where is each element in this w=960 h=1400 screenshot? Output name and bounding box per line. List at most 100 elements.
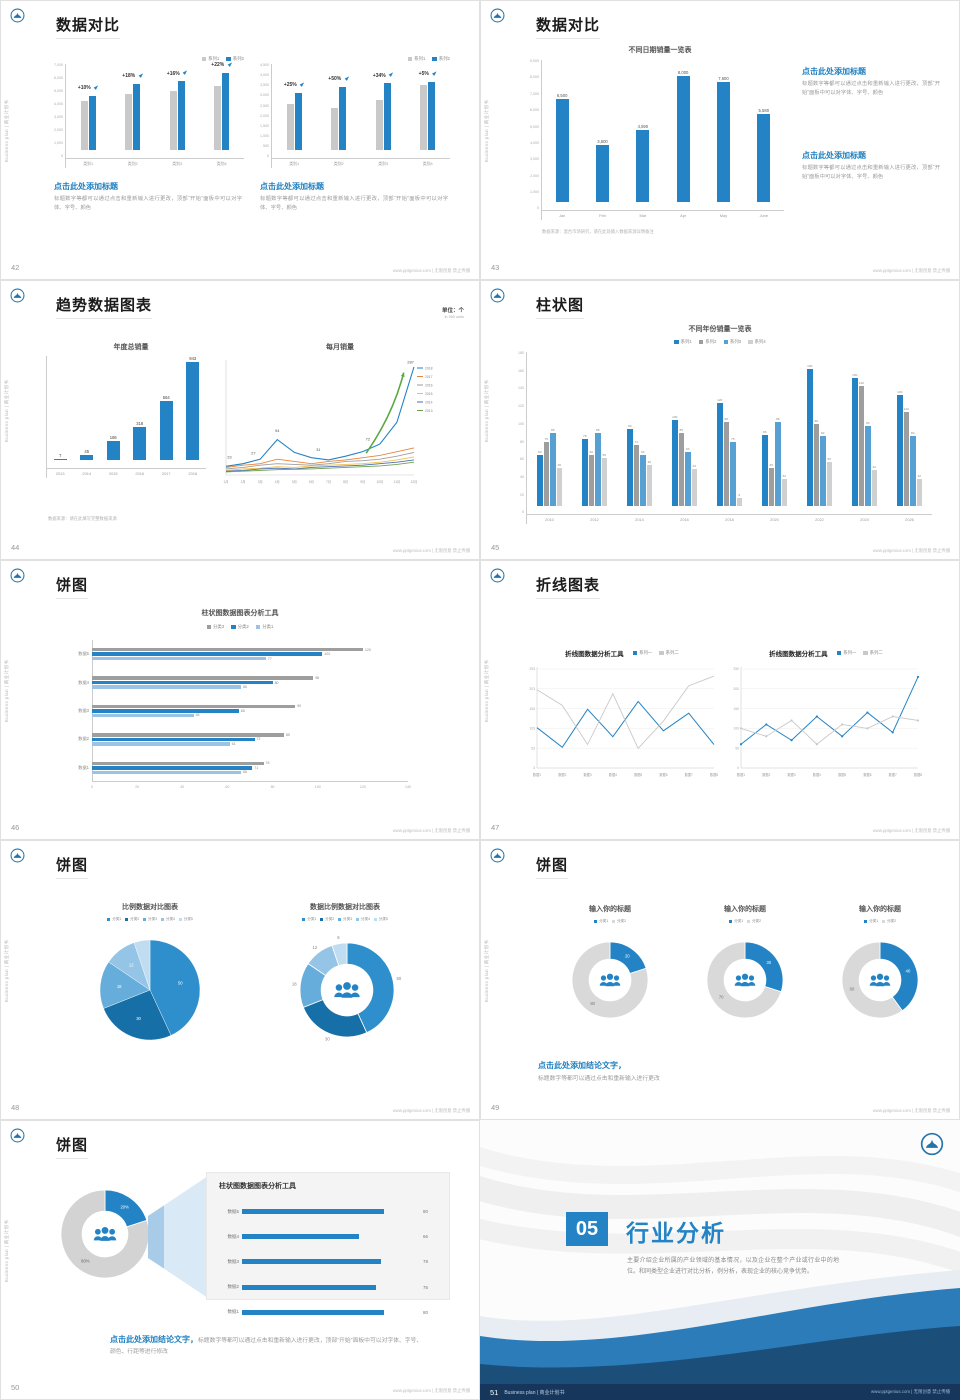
logo — [490, 288, 505, 303]
svg-text:1月: 1月 — [224, 480, 229, 484]
slide-title: 数据对比 — [56, 14, 121, 39]
svg-text:11月: 11月 — [394, 480, 401, 484]
bar — [294, 92, 302, 150]
bar-row: 数据5 120 102 77 — [72, 648, 408, 661]
svg-text:23: 23 — [227, 454, 232, 459]
bar-row: 数据5 80 — [219, 1209, 437, 1215]
legend-label: 系列1 — [414, 56, 426, 61]
bar: 98 — [775, 417, 781, 506]
school-logo-icon — [10, 568, 25, 583]
x-category-label: 类别4 — [422, 161, 433, 166]
legend-swatch-icon — [728, 919, 733, 924]
svg-text:数据3: 数据3 — [787, 772, 795, 777]
legend-label: 分类3 — [148, 917, 158, 921]
bar: 100 — [672, 415, 678, 506]
bar-value-label: 65 — [240, 708, 245, 713]
svg-text:数据8: 数据8 — [914, 772, 922, 777]
bar-value-label: 75 — [544, 436, 548, 441]
bar-value-label: 7 — [59, 453, 62, 459]
svg-text:31: 31 — [316, 447, 321, 452]
bar: 83 — [762, 430, 768, 506]
bar-value-label: 63 — [686, 447, 690, 452]
legend-swatch-icon — [407, 56, 413, 62]
legend-item: 分类1 — [593, 919, 608, 924]
bar: 9 — [736, 493, 742, 506]
bar: 90 — [92, 704, 301, 708]
bars: 3,600 — [582, 60, 622, 202]
slide-48-pie-charts[interactable]: 饼图 比例数据对比图表 分类1 分类2 分类3 分类4 分类5 50 30 18 12 6 数据… — [0, 840, 480, 1120]
bars: +25% — [272, 64, 317, 150]
svg-text:103: 103 — [529, 727, 535, 731]
slide-47-line-charts[interactable]: 折线图表 折线图数据分析工具 系列一 系列二 253 203 153 103 53 3 数据1… — [480, 560, 960, 840]
school-logo-icon — [490, 8, 505, 23]
legend-item: 分类1 — [728, 919, 743, 924]
conclusion-heading: 点击此处添加结论文字， — [538, 1061, 626, 1070]
slide-50-donut-and-bars[interactable]: 饼图 20% 80% 柱状图数据图表分析工具 数据5 80 数据4 66 数据3 78 数据2… — [0, 1120, 480, 1400]
legend-item: 分类1 — [107, 917, 121, 922]
slide-49-donut-charts[interactable]: 饼图 输入你的标题 分类1 分类2 20 80 输入你的标题 分类1 分类2 30 70… — [480, 840, 960, 1120]
percent-text: +22% — [211, 62, 225, 69]
bar: 96 — [813, 419, 819, 506]
slide-title: 饼图 — [56, 1134, 89, 1159]
bar: 82 — [910, 431, 916, 506]
svg-text:287: 287 — [407, 360, 414, 365]
slide-44-trend-charts[interactable]: 趋势数据图表 单位：个 in 900 units 年度总销量 7 2013 45 20… — [0, 280, 480, 560]
legend-label: 分类1 — [262, 624, 274, 629]
bar-group: +5% 类别4 — [406, 64, 451, 168]
bar — [428, 81, 436, 150]
increase-percent-label: +5% — [419, 71, 437, 78]
footer-site: www.pptgenius.com | 无限创意 禁止传播 — [872, 548, 950, 553]
footer-label: Business plan | 商业计划书 — [504, 1389, 565, 1396]
x-category-label: 2017 — [161, 471, 171, 476]
rows: 数据5 120 102 77 数据4 98 80 66 数据3 90 65 45 数据2 85 72 61 数据… — [72, 640, 408, 782]
bar: 65 — [92, 709, 245, 713]
bar-panel: 柱状图数据图表分析工具 数据5 80 数据4 66 数据3 78 数据2 75 数据1 80 — [206, 1172, 450, 1315]
legend-swatch-icon — [255, 624, 261, 630]
school-logo-icon — [490, 568, 505, 583]
row-label: 数据1 — [78, 764, 89, 770]
bar-group: 186 2015 — [100, 356, 127, 478]
slide-45-column-chart[interactable]: 柱状图 不同年份销量一览表 系列1 系列2 系列3 系列4 180 160 140 120 1… — [480, 280, 960, 560]
legend-item: 分类2 — [611, 919, 626, 924]
chart-title: 输入你的标题 — [859, 906, 901, 913]
chart-title: 不同年份销量一览表 — [688, 326, 752, 333]
legend-swatch-icon — [611, 919, 615, 924]
bar: 45 — [768, 463, 774, 506]
x-category-label: Apr — [680, 213, 687, 218]
row-label: 数据3 — [227, 1258, 239, 1264]
bar-value-label: 66 — [242, 685, 247, 690]
bar — [331, 107, 339, 150]
legend-swatch-icon — [723, 339, 728, 345]
panel-header: 折线图数据分析工具 系列一 系列二 — [728, 648, 924, 658]
slide-43-data-comparison[interactable]: 数据对比 不同日期销量一览表 9,000 8,000 7,000 6,000 5,000… — [480, 0, 960, 280]
svg-text:数据8: 数据8 — [710, 772, 718, 777]
legend-swatch-icon — [373, 917, 377, 922]
bar-row: 数据3 90 65 45 — [72, 704, 408, 717]
chart-legend: 分类3 分类2 分类1 — [170, 624, 310, 630]
bar: 66 — [92, 770, 247, 774]
percent-text: +18% — [122, 73, 136, 80]
bars: 943 — [180, 356, 207, 460]
chart-title: 折线图数据分析工具 — [565, 651, 624, 658]
slide-51-section-cover[interactable]: 05 行业分析 主要介绍企业所属的产业领域的基本情况，以及企业在整个产业或行业中… — [480, 1120, 960, 1400]
footer-site: www.pptgenius.com | 无限创意 禁止传播 — [392, 828, 470, 833]
y-tick-label: 3,000 — [54, 115, 63, 120]
bar-value-label: 77 — [267, 656, 272, 661]
bar-chart: 180 160 140 120 100 80 60 40 20 0 60 75 85 45 2010 78 60… — [518, 351, 932, 524]
svg-text:9月: 9月 — [360, 480, 365, 484]
slide-42-data-comparison[interactable]: 数据对比 系列1 系列2 7,000 6,000 5,000 4,000 3,000 2,0… — [0, 0, 480, 280]
bar-group: 4,590 Mar — [623, 60, 663, 220]
svg-text:30: 30 — [325, 1037, 330, 1042]
percent-text: +16% — [166, 70, 180, 77]
slide-title: 饼图 — [536, 854, 569, 879]
footer-site: www.pptgenius.com | 无限创意 禁止传播 — [392, 1108, 470, 1113]
slide-46-horizontal-bars[interactable]: 饼图 柱状图数据图表分析工具 分类3 分类2 分类1 数据5 120 102 77 数据4 9… — [0, 560, 480, 840]
x-tick-label: 40 — [180, 784, 185, 789]
row-label: 数据2 — [78, 736, 89, 742]
block-body: 标题数字等都可以通过点击和重新输入进行更改，顶部“开始”面板中可以对字体、字号、… — [802, 81, 940, 97]
school-logo-icon — [10, 8, 25, 23]
bars: 318 — [127, 356, 154, 460]
bars: 8,000 — [663, 60, 703, 202]
donut-chart: 40 60 — [840, 940, 920, 1020]
grouped-bar-chart-right: 系列1 系列2 4,500 4,000 3,500 3,000 2,500 2,000 1,5… — [260, 54, 450, 168]
